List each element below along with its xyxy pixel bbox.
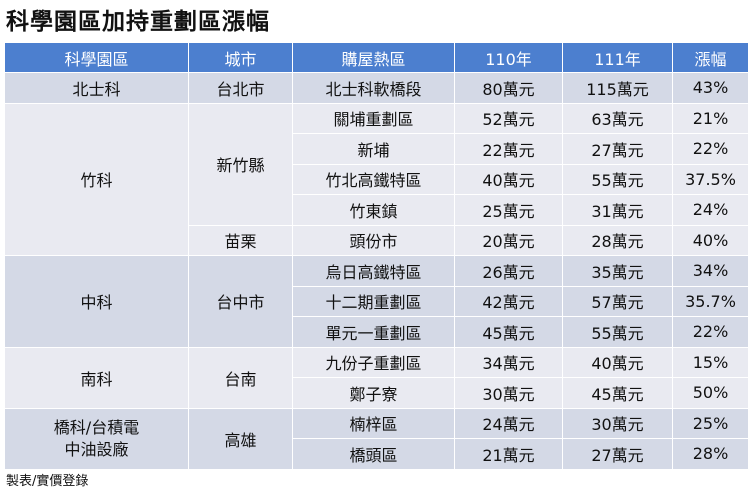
table-row: 苗栗 頭份市 20萬元 28萬元 40%	[5, 224, 749, 256]
area-cell: 單元一重劃區	[292, 316, 455, 348]
price-110-cell: 21萬元	[454, 438, 563, 470]
table-row: 竹科 新竹縣 關埔重劃區 52萬元 63萬元 21%	[4, 102, 749, 256]
table-row: 鄭子寮 30萬元 45萬元 50%	[5, 377, 749, 409]
area-cell: 北士科軟橋段	[292, 72, 455, 104]
rise-cell: 35.7%	[672, 285, 749, 317]
city-cell: 台南	[188, 346, 293, 409]
rise-cell: 22%	[672, 133, 749, 165]
table-title: 科學園區加持重劃區漲幅	[6, 9, 270, 35]
rise-cell: 37.5%	[672, 163, 749, 195]
price-111-cell: 55萬元	[562, 163, 673, 195]
table-row: 橋頭區 21萬元 27萬元 28%	[5, 438, 749, 470]
price-110-cell: 20萬元	[454, 224, 563, 256]
header-110: 110年	[454, 42, 563, 73]
rise-cell: 43%	[672, 72, 749, 104]
price-110-cell: 22萬元	[454, 133, 563, 165]
header-rise: 漲幅	[672, 42, 749, 73]
area-cell: 竹東鎮	[292, 194, 455, 226]
price-111-cell: 40萬元	[562, 346, 673, 378]
price-111-cell: 31萬元	[562, 194, 673, 226]
area-cell: 烏日高鐵特區	[292, 255, 455, 287]
price-110-cell: 26萬元	[454, 255, 563, 287]
table-row: 中科 台中市 烏日高鐵特區 26萬元 35萬元 34%	[4, 255, 749, 348]
rise-cell: 34%	[672, 255, 749, 287]
header-park: 科學園區	[4, 42, 189, 73]
price-110-cell: 45萬元	[454, 316, 563, 348]
table-row: 橋科/台積電 中油設廠 高雄 楠梓區 24萬元 30萬元 25%	[4, 407, 749, 470]
area-cell: 鄭子寮	[292, 377, 455, 409]
park-cell: 北士科	[4, 72, 189, 104]
header-111: 111年	[562, 42, 673, 73]
price-110-cell: 30萬元	[454, 377, 563, 409]
city-cell: 高雄	[188, 407, 293, 470]
header-row: 科學園區 城市 購屋熱區 110年 111年 漲幅	[4, 42, 749, 73]
area-cell: 楠梓區	[292, 407, 455, 439]
table-row: 新埔 22萬元 27萬元 22%	[5, 133, 749, 165]
area-cell: 頭份市	[292, 224, 455, 256]
park-cell: 橋科/台積電 中油設廠	[4, 407, 189, 470]
rise-cell: 28%	[672, 438, 749, 470]
rise-cell: 15%	[672, 346, 749, 378]
price-110-cell: 52萬元	[454, 102, 563, 134]
rise-cell: 50%	[672, 377, 749, 409]
park-cell: 竹科	[4, 102, 189, 256]
price-111-cell: 27萬元	[562, 133, 673, 165]
price-111-cell: 57萬元	[562, 285, 673, 317]
area-cell: 橋頭區	[292, 438, 455, 470]
source-note: 製表/實價登錄	[6, 474, 89, 489]
header-city: 城市	[188, 42, 293, 73]
table-row: 十二期重劃區 42萬元 57萬元 35.7%	[5, 285, 749, 317]
price-111-cell: 30萬元	[562, 407, 673, 439]
rise-cell: 24%	[672, 194, 749, 226]
price-111-cell: 27萬元	[562, 438, 673, 470]
park-cell: 南科	[4, 346, 189, 409]
price-111-cell: 28萬元	[562, 224, 673, 256]
price-rise-table: 科學園區 城市 購屋熱區 110年 111年 漲幅 北士科 台北市 北士科軟橋段…	[4, 42, 749, 470]
table-row: 北士科 台北市 北士科軟橋段 80萬元 115萬元 43%	[4, 72, 749, 104]
area-cell: 關埔重劃區	[292, 102, 455, 134]
park-line-2: 中油設廠	[64, 439, 129, 459]
price-111-cell: 55萬元	[562, 316, 673, 348]
area-cell: 九份子重劃區	[292, 346, 455, 378]
price-110-cell: 24萬元	[454, 407, 563, 439]
rise-cell: 40%	[672, 224, 749, 256]
price-110-cell: 42萬元	[454, 285, 563, 317]
price-111-cell: 45萬元	[562, 377, 673, 409]
rise-cell: 25%	[672, 407, 749, 439]
price-111-cell: 63萬元	[562, 102, 673, 134]
city-cell: 新竹縣	[188, 102, 293, 226]
price-110-cell: 34萬元	[454, 346, 563, 378]
table-row: 竹東鎮 25萬元 31萬元 24%	[5, 194, 749, 226]
price-111-cell: 115萬元	[562, 72, 673, 104]
rise-cell: 21%	[672, 102, 749, 134]
area-cell: 竹北高鐵特區	[292, 163, 455, 195]
city-cell: 台中市	[188, 255, 293, 348]
table-row: 南科 台南 九份子重劃區 34萬元 40萬元 15%	[4, 346, 749, 409]
park-line-1: 橋科/台積電	[53, 417, 140, 437]
table-row: 單元一重劃區 45萬元 55萬元 22%	[5, 316, 749, 348]
area-cell: 十二期重劃區	[292, 285, 455, 317]
header-area: 購屋熱區	[292, 42, 455, 73]
city-cell: 台北市	[188, 72, 293, 104]
price-110-cell: 25萬元	[454, 194, 563, 226]
rise-cell: 22%	[672, 316, 749, 348]
city-cell: 苗栗	[188, 224, 293, 256]
table-row: 竹北高鐵特區 40萬元 55萬元 37.5%	[5, 163, 749, 195]
park-cell: 中科	[4, 255, 189, 348]
price-111-cell: 35萬元	[562, 255, 673, 287]
area-cell: 新埔	[292, 133, 455, 165]
price-110-cell: 80萬元	[454, 72, 563, 104]
price-110-cell: 40萬元	[454, 163, 563, 195]
